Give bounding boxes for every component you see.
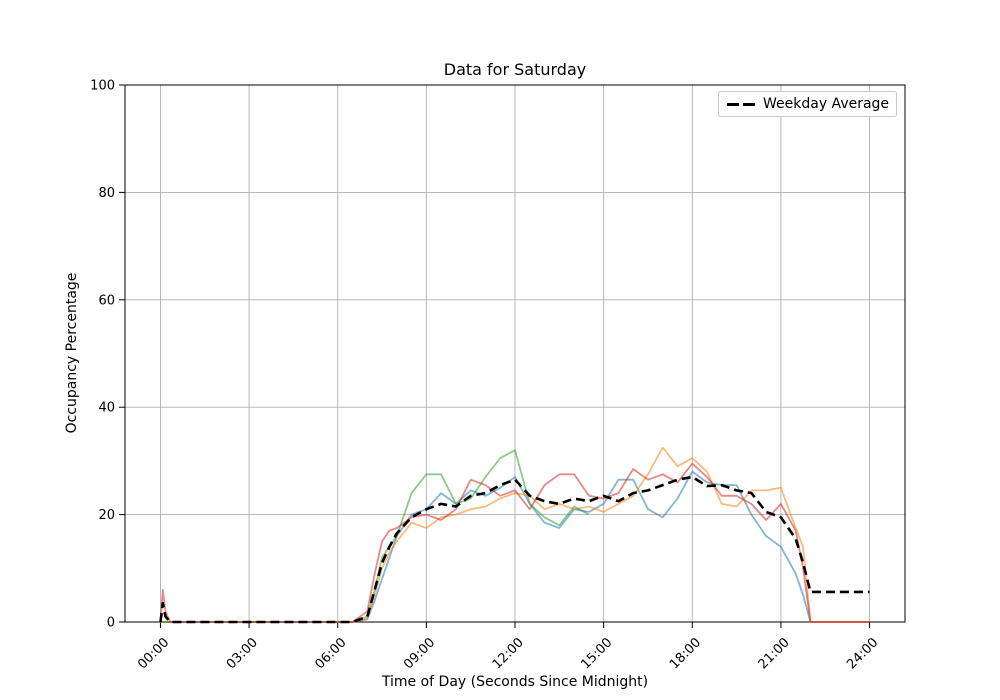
- x-tick-label: 21:00: [756, 635, 793, 672]
- y-tick-label: 60: [98, 293, 115, 308]
- legend: Weekday Average: [718, 91, 897, 117]
- series-weekday-average: [159, 475, 870, 624]
- x-tick-label: 24:00: [844, 635, 881, 672]
- x-tick-label: 03:00: [224, 635, 261, 672]
- tick-labels: 00:00 03:00 06:00 09:00 12:00 15:00 18:00 21:00…: [90, 79, 881, 673]
- y-tick-label: 40: [98, 401, 115, 416]
- y-tick-label: 20: [98, 508, 115, 523]
- x-axis-label: Time of Day (Seconds Since Midnight): [381, 674, 649, 690]
- chart-title: Data for Saturday: [443, 60, 587, 79]
- x-tick-label: 12:00: [490, 635, 527, 672]
- gridlines: [125, 84, 905, 623]
- x-tick-label: 18:00: [667, 635, 704, 672]
- y-tick-label: 80: [98, 186, 115, 201]
- y-axis-label: Occupancy Percentage: [64, 272, 80, 434]
- legend-label: Weekday Average: [763, 96, 890, 112]
- y-tick-label: 0: [107, 616, 115, 631]
- x-tick-label: 06:00: [312, 635, 349, 672]
- x-tick-label: 15:00: [578, 635, 615, 672]
- x-tick-label: 09:00: [401, 635, 438, 672]
- dashed-line-icon: [727, 102, 755, 106]
- y-tick-label: 100: [90, 79, 115, 94]
- x-tick-label: 00:00: [135, 635, 172, 672]
- tick-marks: [119, 84, 871, 628]
